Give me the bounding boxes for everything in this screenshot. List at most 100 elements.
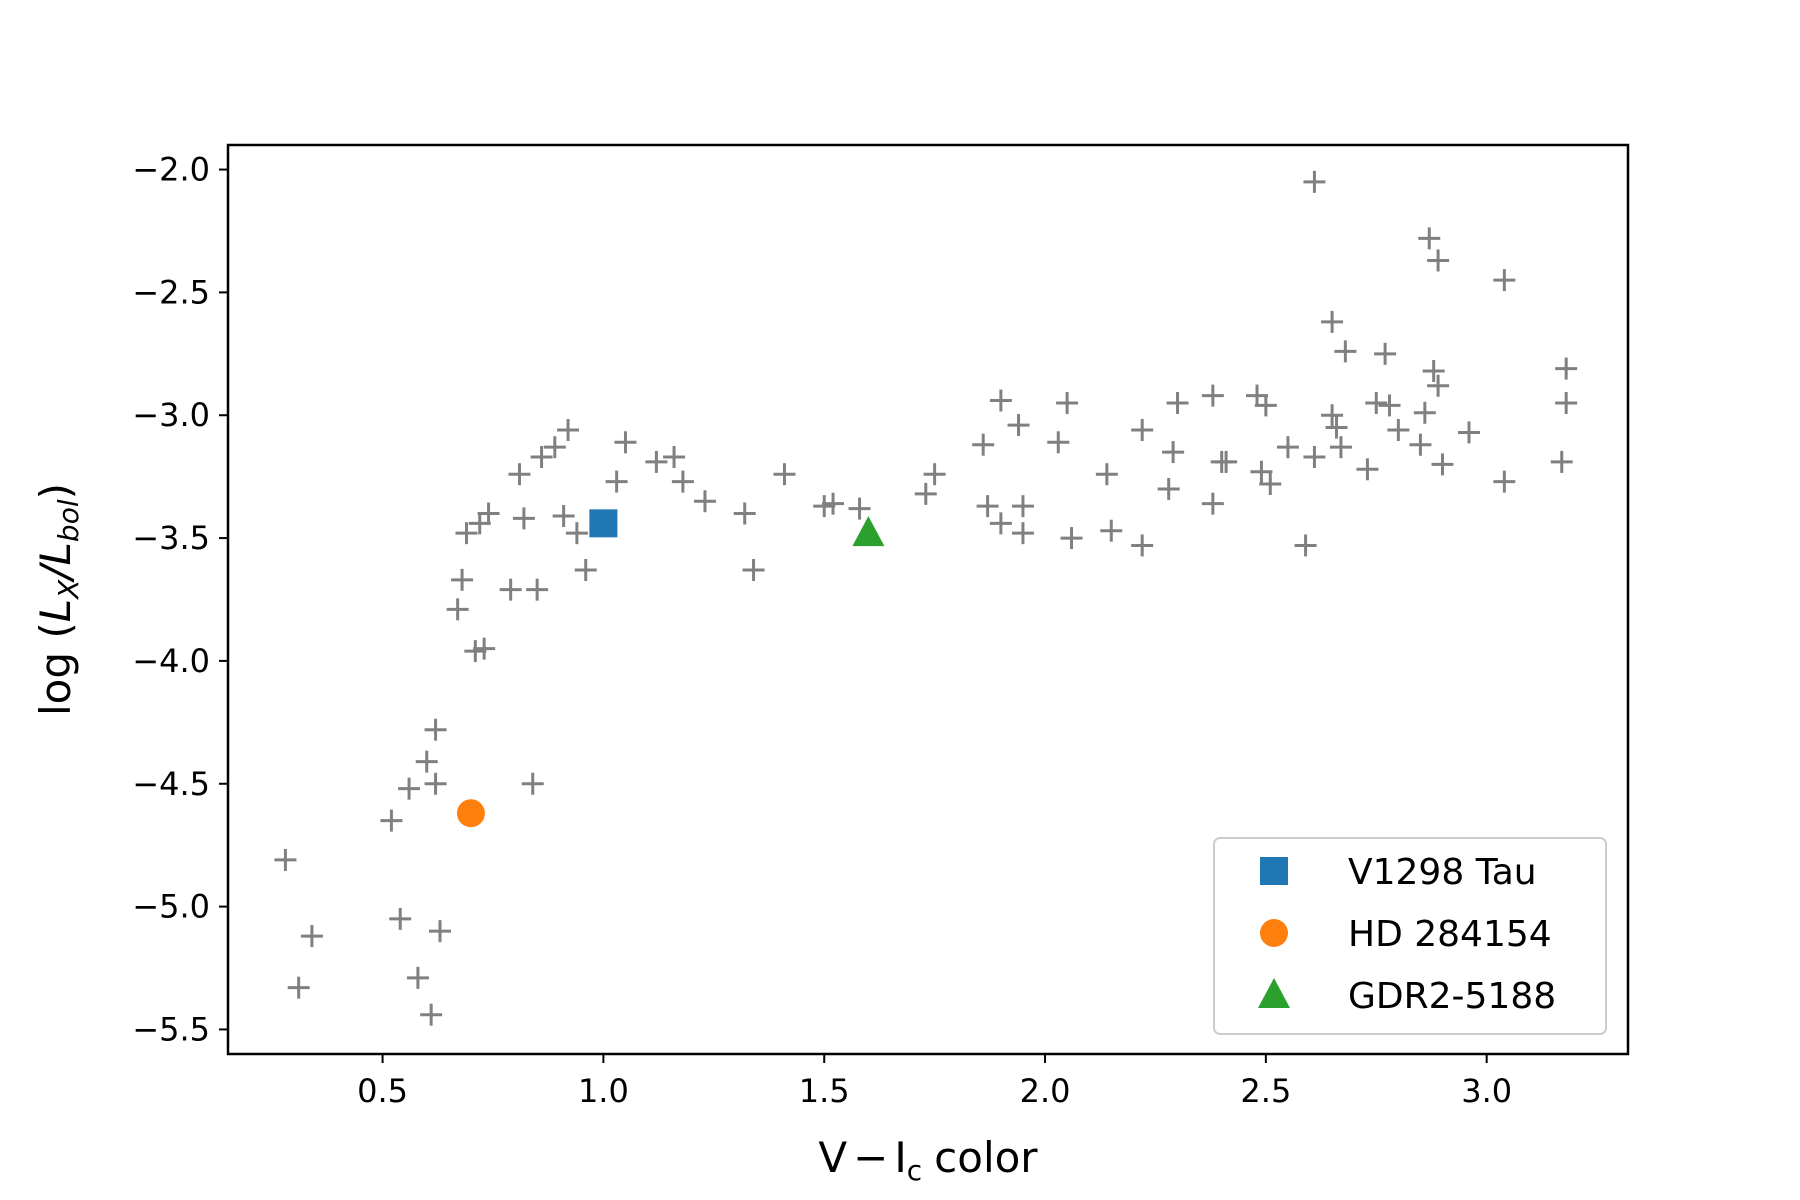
comparison-star-point xyxy=(1555,391,1578,414)
comparison-star-point xyxy=(1427,374,1450,397)
comparison-star-point xyxy=(424,718,447,741)
legend-items: V1298 Tau HD 284154 GDR2-5188 xyxy=(1258,852,1556,1017)
comparison-star-point xyxy=(1418,227,1441,250)
comparison-star-point xyxy=(1303,170,1326,193)
comparison-star-point xyxy=(1166,391,1189,414)
comparison-star-point xyxy=(530,446,553,469)
comparison-star-point xyxy=(1325,416,1348,439)
comparison-star-point xyxy=(473,637,496,660)
x-tick-label: 3.0 xyxy=(1461,1072,1512,1110)
comparison-star-point xyxy=(1011,495,1034,518)
y-axis-label: log (LX/Lbol) xyxy=(31,483,85,716)
comparison-star-point xyxy=(976,495,999,518)
comparison-star-point xyxy=(1254,394,1277,417)
comparison-star-point xyxy=(1374,342,1397,365)
comparison-star-point xyxy=(521,772,544,795)
comparison-star-point xyxy=(989,389,1012,412)
comparison-star-point xyxy=(455,522,478,545)
plot-marks xyxy=(274,170,1578,1026)
y-tick-label: −4.5 xyxy=(132,765,210,803)
v1298-tau-point xyxy=(589,509,618,538)
comparison-star-point xyxy=(663,446,686,469)
comparison-star-point xyxy=(671,470,694,493)
comparison-star-point xyxy=(1321,404,1344,427)
comparison-star-point xyxy=(972,433,995,456)
y-tick-label: −3.0 xyxy=(132,396,210,434)
comparison-star-point xyxy=(451,568,474,591)
comparison-star-point xyxy=(1409,433,1432,456)
legend-marker-gdr2-5188 xyxy=(1258,978,1290,1008)
comparison-star-point xyxy=(512,507,535,530)
comparison-star-point xyxy=(499,578,522,601)
x-tick-label: 1.5 xyxy=(799,1072,850,1110)
comparison-star-point xyxy=(557,418,580,441)
x-axis-ticks: 0.5 1.0 1.5 2.0 2.5 3.0 xyxy=(357,1054,1512,1110)
comparison-star-point xyxy=(1095,463,1118,486)
gdr2-5188-point xyxy=(852,516,885,547)
comparison-star-point xyxy=(389,907,412,930)
comparison-star-point xyxy=(1201,492,1224,515)
comparison-star-point xyxy=(477,502,500,525)
comparison-star-point xyxy=(1201,384,1224,407)
comparison-star-point xyxy=(1056,391,1079,414)
comparison-star-point xyxy=(1294,534,1317,557)
comparison-star-point xyxy=(398,777,421,800)
comparison-star-point xyxy=(1493,470,1516,493)
comparison-star-point xyxy=(565,522,588,545)
x-tick-label: 2.5 xyxy=(1240,1072,1291,1110)
comparison-star-point xyxy=(420,1003,443,1026)
comparison-star-point xyxy=(1131,418,1154,441)
comparison-star-point xyxy=(446,598,469,621)
y-tick-label: −5.0 xyxy=(132,888,210,926)
comparison-star-point xyxy=(406,966,429,989)
comparison-star-point xyxy=(1131,534,1154,557)
comparison-star-point xyxy=(1007,414,1030,437)
y-tick-label: −2.0 xyxy=(132,151,210,189)
comparison-star-point xyxy=(1259,473,1282,496)
comparison-star-point xyxy=(1550,450,1573,473)
legend-label-v1298-tau: V1298 Tau xyxy=(1348,852,1537,893)
x-tick-label: 1.0 xyxy=(578,1072,629,1110)
y-tick-label: −3.5 xyxy=(132,519,210,557)
comparison-star-point xyxy=(274,848,297,871)
comparison-star-point xyxy=(773,463,796,486)
comparison-star-point xyxy=(1431,453,1454,476)
comparison-star-point xyxy=(428,920,451,943)
comparison-star-point xyxy=(574,559,597,582)
comparison-star-point xyxy=(1413,401,1436,424)
comparison-star-point xyxy=(1157,477,1180,500)
comparison-star-point xyxy=(1329,436,1352,459)
comparison-star-point xyxy=(543,436,566,459)
comparison-star-point xyxy=(742,559,765,582)
comparison-star-point xyxy=(1334,340,1357,363)
legend-box xyxy=(1213,837,1607,1035)
hd-284154-point xyxy=(456,799,485,828)
comparison-star-point xyxy=(605,470,628,493)
comparison-star-point xyxy=(614,431,637,454)
comparison-star-point xyxy=(822,492,845,515)
comparison-star-point xyxy=(1427,249,1450,272)
comparison-star-point xyxy=(508,463,531,486)
comparison-star-point xyxy=(1365,391,1388,414)
legend-label-gdr2-5188: GDR2-5188 xyxy=(1348,976,1556,1017)
comparison-star-point xyxy=(1276,436,1299,459)
comparison-star-point xyxy=(1387,418,1410,441)
comparison-star-point xyxy=(1493,269,1516,292)
plot-frame xyxy=(226,143,1630,1056)
legend-label-hd-284154: HD 284154 xyxy=(1348,914,1552,955)
comparison-star-point xyxy=(552,504,575,527)
comparison-star-point xyxy=(1422,360,1445,383)
comparison-star-point xyxy=(989,512,1012,535)
comparison-star-point xyxy=(300,925,323,948)
comparison-star-point xyxy=(287,976,310,999)
y-tick-label: −4.0 xyxy=(132,642,210,680)
comparison-star-point xyxy=(1060,527,1083,550)
legend-marker-v1298-tau xyxy=(1260,857,1288,885)
comparison-star-point xyxy=(1458,421,1481,444)
x-tick-label: 0.5 xyxy=(357,1072,408,1110)
comparison-star-point xyxy=(1011,522,1034,545)
comparison-star-point xyxy=(1555,357,1578,380)
comparison-star-point xyxy=(645,450,668,473)
comparison-star-point xyxy=(1378,394,1401,417)
